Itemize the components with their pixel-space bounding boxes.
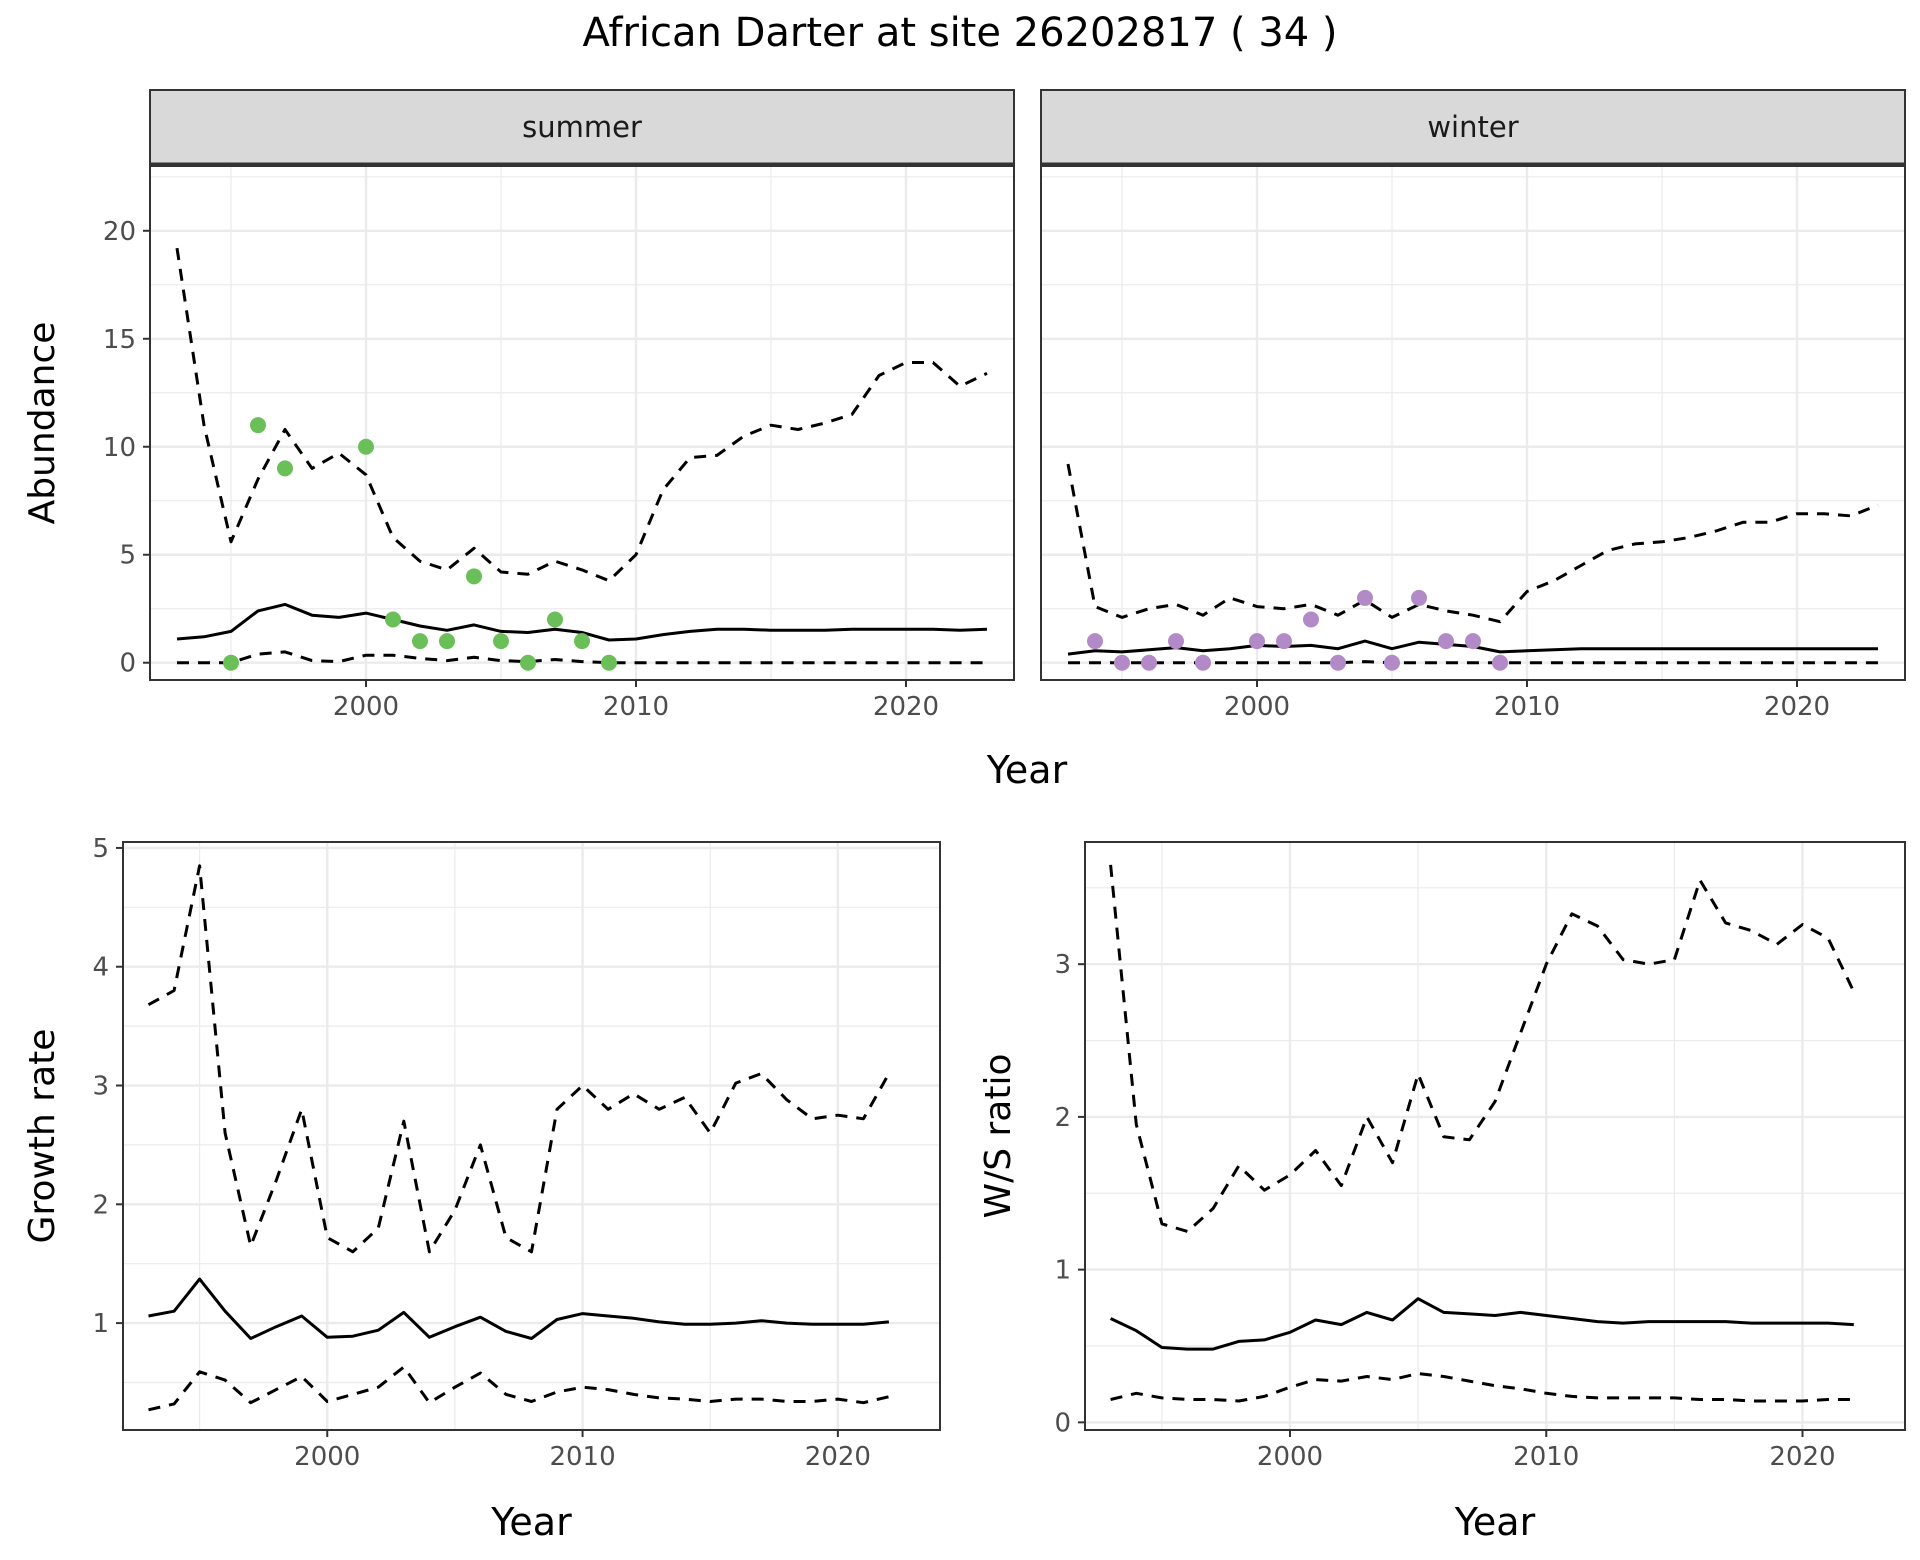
x-tick-label: 2000 <box>1257 1442 1323 1472</box>
solid-mean-line-0 <box>176 602 988 642</box>
observed-point <box>1087 633 1103 650</box>
y-tick-label: 5 <box>92 834 109 864</box>
observed-point <box>1141 654 1157 671</box>
observed-point <box>223 654 239 671</box>
panel-abundance-summer: summer 2000 2010 2020 0 5 10 15 20 Abundance <box>22 89 1015 722</box>
observed-point <box>1249 633 1265 650</box>
panel-growth-rate: 2000 2010 2020 1 2 3 4 5 Growth rate Year <box>22 834 941 1544</box>
solid-mean-line-0 <box>1109 1297 1854 1351</box>
panel-border <box>122 841 941 1431</box>
facet-strip <box>1040 89 1906 165</box>
panel-abundance-winter: winter 2000 2010 2020 <box>1040 89 1906 722</box>
y-tick-label: 1 <box>1054 1256 1071 1286</box>
observed-point <box>1384 654 1400 671</box>
y-axis-title: W/S ratio <box>978 1053 1019 1218</box>
observed-point <box>1492 654 1508 671</box>
facet-strip <box>149 89 1015 165</box>
y-tick-label: 20 <box>103 217 136 247</box>
panel-ws-ratio: 2000 2010 2020 0 1 2 3 W/S ratio Year <box>978 841 1906 1544</box>
observed-point <box>547 611 563 628</box>
y-tick-label: 4 <box>92 953 109 983</box>
observed-point <box>1357 589 1373 606</box>
dashed-bound-line-2 <box>177 650 987 665</box>
observed-point <box>1330 654 1346 671</box>
observed-point <box>1195 654 1211 671</box>
observed-point <box>1438 633 1454 650</box>
dashed-bound-line-1 <box>1109 864 1856 1233</box>
facet-label-winter: winter <box>1427 110 1518 144</box>
y-tick-label: 2 <box>1054 1103 1071 1133</box>
observed-point <box>601 654 617 671</box>
x-tick-label: 2000 <box>333 692 399 722</box>
y-tick-label: 3 <box>1054 950 1071 980</box>
observed-point <box>1276 633 1292 650</box>
y-axis-title: Abundance <box>22 322 63 525</box>
y-tick-label: 10 <box>103 433 136 463</box>
x-axis-title-shared: Year <box>986 748 1068 792</box>
observed-point <box>1411 589 1427 606</box>
y-tick-label: 2 <box>92 1190 109 1220</box>
x-tick-label: 2010 <box>1494 692 1560 722</box>
x-tick-label: 2020 <box>1764 692 1830 722</box>
plot-background <box>1085 842 1905 1430</box>
observed-point <box>1114 654 1130 671</box>
observed-point <box>1168 633 1184 650</box>
facet-label-summer: summer <box>522 110 642 144</box>
panel-border <box>1084 841 1906 1431</box>
figure-title: African Darter at site 26202817 ( 34 ) <box>582 10 1337 56</box>
observed-point <box>1465 633 1481 650</box>
dashed-bound-line-1 <box>147 864 891 1254</box>
dashed-bound-line-2 <box>1110 1372 1854 1403</box>
y-tick-label: 0 <box>119 649 136 679</box>
observed-point <box>493 633 509 650</box>
dashed-bound-line-2 <box>148 1365 890 1412</box>
y-tick-label: 15 <box>103 325 136 355</box>
observed-point <box>277 460 293 477</box>
plot-background <box>150 166 1014 680</box>
x-tick-label: 2000 <box>294 1442 360 1472</box>
x-tick-label: 2010 <box>603 692 669 722</box>
x-tick-label: 2020 <box>805 1442 871 1472</box>
x-tick-label: 2000 <box>1224 692 1290 722</box>
y-tick-label: 5 <box>119 541 136 571</box>
observed-point <box>412 633 428 650</box>
observed-point <box>385 611 401 628</box>
plot-background <box>1041 166 1905 680</box>
dashed-bound-line-1 <box>1066 463 1879 624</box>
x-tick-label: 2010 <box>549 1442 615 1472</box>
observed-point <box>439 633 455 650</box>
observed-point <box>1303 611 1319 628</box>
plot-background <box>123 842 940 1430</box>
panel-border <box>1040 165 1906 681</box>
panel-border <box>149 165 1015 681</box>
solid-mean-line-0 <box>148 1277 890 1340</box>
x-tick-label: 2020 <box>873 692 939 722</box>
x-axis-title: Year <box>490 1500 572 1544</box>
x-tick-label: 2010 <box>1513 1442 1579 1472</box>
observed-point <box>520 654 536 671</box>
y-tick-label: 1 <box>92 1309 109 1339</box>
x-axis-title: Year <box>1454 1500 1536 1544</box>
y-axis-title: Growth rate <box>22 1029 63 1244</box>
x-tick-label: 2020 <box>1769 1442 1835 1472</box>
observed-point <box>358 438 374 455</box>
dashed-bound-line-1 <box>175 247 988 583</box>
observed-point <box>574 633 590 650</box>
y-tick-label: 3 <box>92 1072 109 1102</box>
y-tick-label: 0 <box>1054 1408 1071 1438</box>
observed-point <box>250 417 266 434</box>
observed-point <box>466 568 482 585</box>
